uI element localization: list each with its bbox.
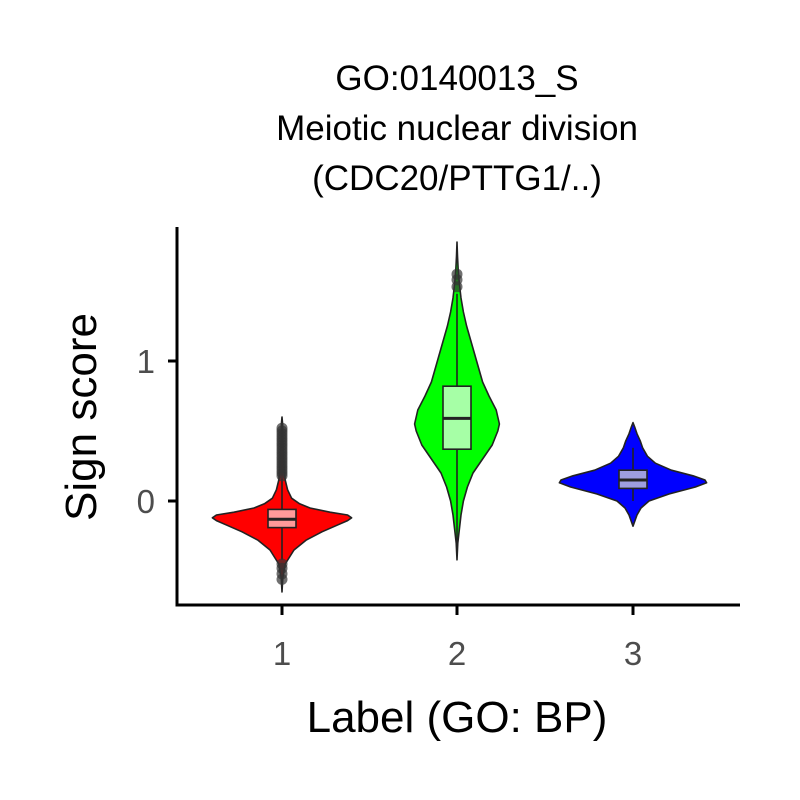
x-tick-label-0: 1 (273, 635, 291, 672)
violin-group-1 (211, 416, 353, 593)
chart-title: GO:0140013_S Meiotic nuclear division (C… (276, 59, 638, 198)
violins-layer (211, 241, 708, 593)
y-tick-label-0: 0 (137, 483, 155, 520)
x-tick-label-2: 3 (624, 635, 642, 672)
title-line-2: Meiotic nuclear division (276, 109, 638, 148)
outlier-2-2 (451, 268, 463, 280)
title-line-3: (CDC20/PTTG1/..) (312, 159, 602, 198)
y-tick-label-1: 1 (137, 343, 155, 380)
x-tick-label-1: 2 (448, 635, 466, 672)
outlier-1-17 (276, 422, 288, 434)
ticks-layer: 0 1 1 2 3 (137, 343, 643, 672)
violin-group-2 (413, 241, 501, 561)
title-line-1: GO:0140013_S (335, 59, 578, 98)
x-axis-title: Label (GO: BP) (307, 693, 608, 742)
y-axis-title: Sign score (57, 313, 106, 521)
outlier-1-21 (276, 573, 288, 585)
violin-group-3 (558, 421, 708, 527)
